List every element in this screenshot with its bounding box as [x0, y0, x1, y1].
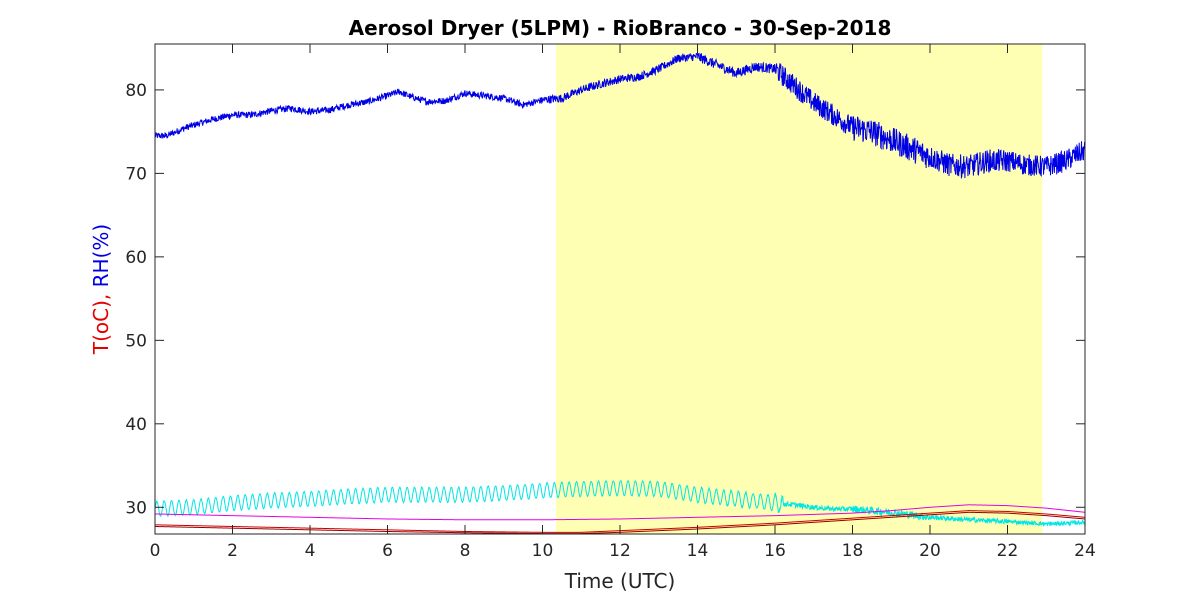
x-tick-label: 12	[609, 541, 631, 561]
x-tick-label: 24	[1074, 541, 1096, 561]
x-tick-label: 4	[305, 541, 316, 561]
x-tick-label: 22	[997, 541, 1019, 561]
y-tick-label: 30	[125, 498, 147, 518]
x-tick-label: 18	[842, 541, 864, 561]
series-line-2	[155, 504, 1086, 521]
y-tick-label: 60	[125, 248, 147, 268]
shade-layer	[556, 44, 1043, 534]
x-tick-label: 0	[150, 541, 161, 561]
x-tick-label: 6	[382, 541, 393, 561]
y-axis-label: T(oC), RH(%)	[89, 224, 113, 355]
x-tick-label: 8	[460, 541, 471, 561]
x-tick-label: 20	[919, 541, 941, 561]
series-line-1	[154, 479, 1086, 527]
y-axis-label-temperature: T(oC),	[89, 287, 113, 355]
x-axis-label: Time (UTC)	[564, 569, 676, 593]
series-line-0	[154, 52, 1086, 180]
y-tick-label: 80	[125, 81, 147, 101]
chart-title: Aerosol Dryer (5LPM) - RioBranco - 30-Se…	[349, 16, 892, 40]
x-tick-label: 16	[764, 541, 786, 561]
x-tick-label: 14	[687, 541, 709, 561]
shaded-region	[556, 44, 1043, 534]
x-tick-label: 10	[532, 541, 554, 561]
x-tick-label: 2	[227, 541, 238, 561]
y-tick-label: 70	[125, 164, 147, 184]
y-axis-label-humidity: RH(%)	[89, 224, 113, 288]
y-tick-label: 50	[125, 331, 147, 351]
y-tick-label: 40	[125, 415, 147, 435]
